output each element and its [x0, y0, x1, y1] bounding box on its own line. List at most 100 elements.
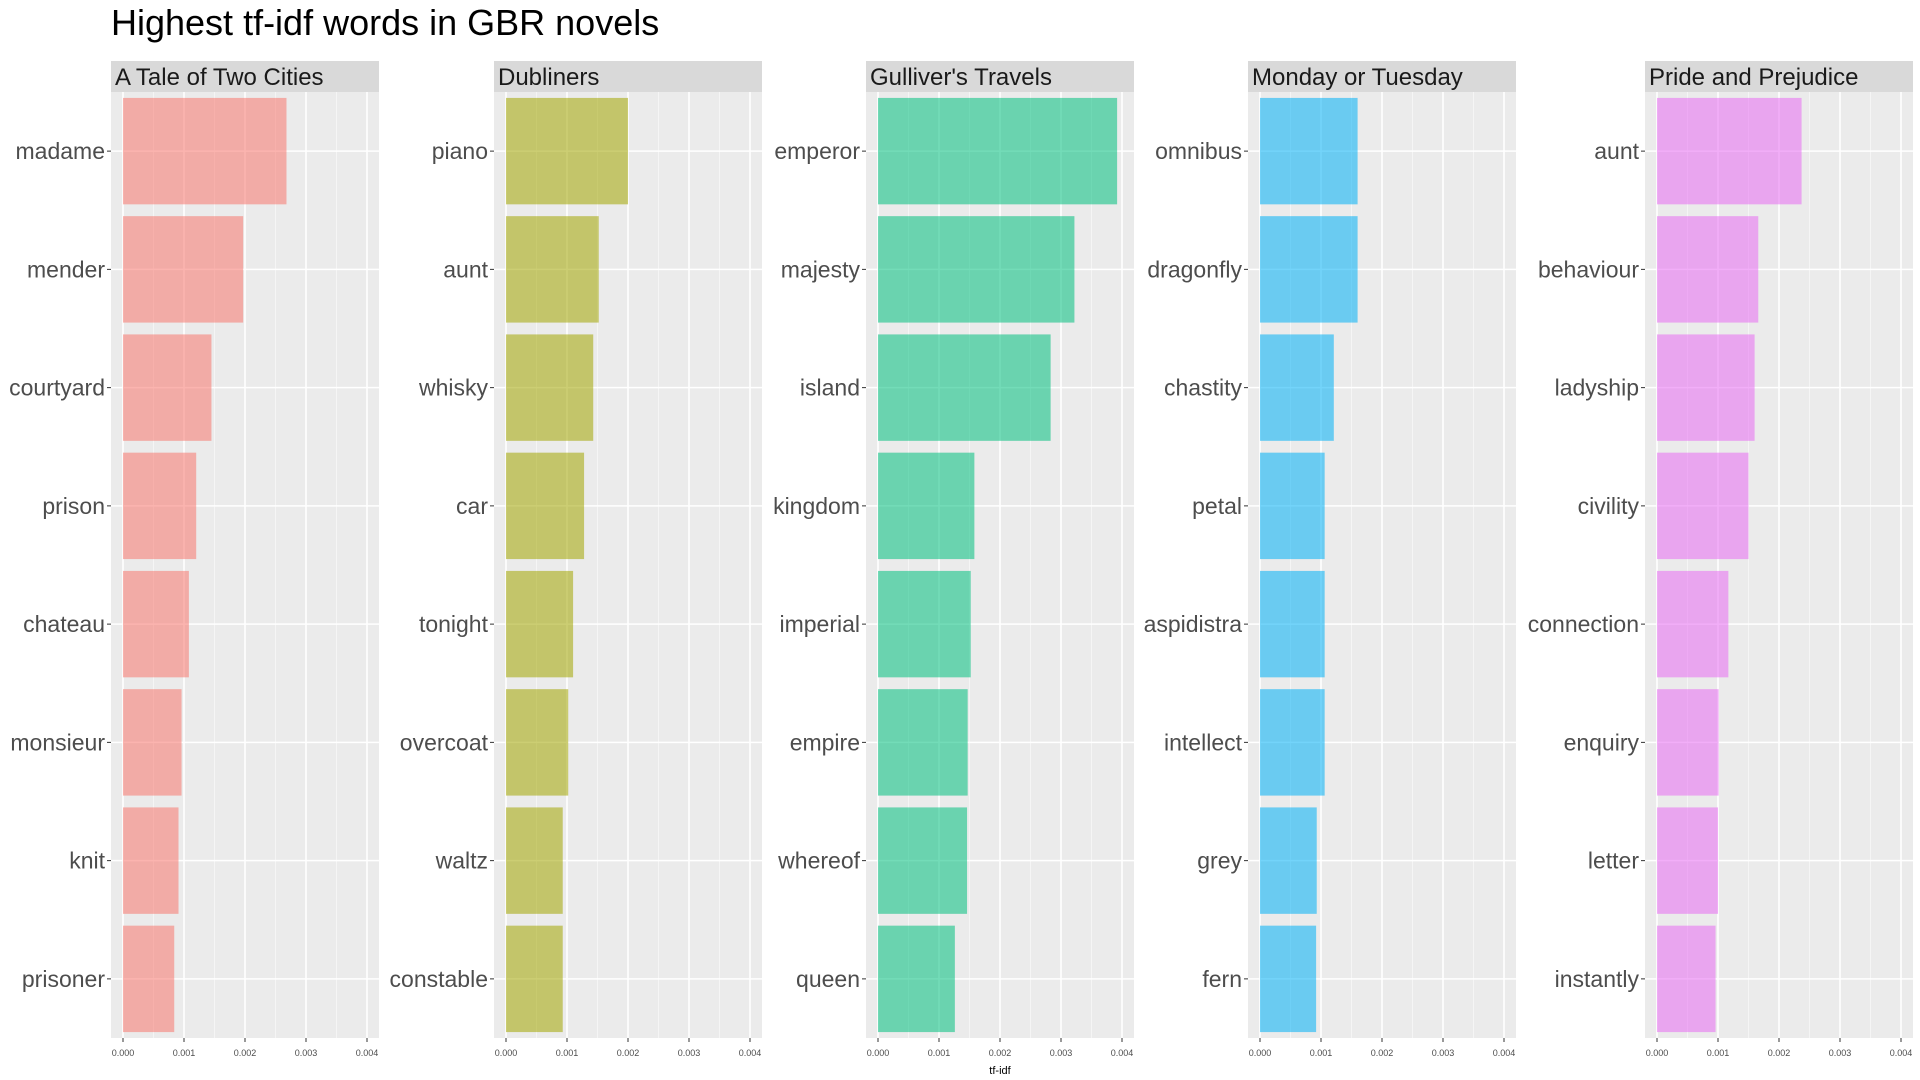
x-tick-label: 0.004	[1890, 1048, 1913, 1058]
category-label: aspidistra	[1144, 611, 1243, 637]
category-label: petal	[1192, 493, 1242, 519]
bar	[506, 807, 563, 914]
category-label: whereof	[777, 848, 860, 874]
category-label: civility	[1578, 493, 1640, 519]
x-tick-label: 0.001	[1707, 1048, 1730, 1058]
x-tick-label: 0.001	[1310, 1048, 1333, 1058]
x-tick-label: 0.002	[234, 1048, 257, 1058]
x-tick-label: 0.002	[617, 1048, 640, 1058]
x-tick-label: 0.003	[678, 1048, 701, 1058]
bar	[878, 925, 955, 1033]
bar	[1260, 570, 1325, 678]
x-tick-label: 0.004	[739, 1048, 762, 1058]
bar	[1260, 452, 1325, 560]
x-tick-label: 0.003	[1829, 1048, 1852, 1058]
category-label: constable	[390, 966, 488, 992]
category-label: mender	[27, 256, 105, 282]
category-label: monsieur	[10, 729, 105, 755]
bar	[123, 334, 212, 441]
x-tick-label: 0.004	[1111, 1048, 1134, 1058]
bar	[1657, 452, 1749, 560]
category-label: grey	[1197, 848, 1242, 874]
facet-label: Monday or Tuesday	[1252, 64, 1463, 91]
bar	[1657, 570, 1729, 678]
facet-strip	[111, 61, 379, 92]
category-label: chateau	[23, 611, 105, 637]
bar	[1657, 216, 1759, 323]
bar	[123, 807, 179, 914]
bar	[1260, 807, 1317, 914]
bar	[506, 452, 585, 560]
category-label: empire	[790, 729, 860, 755]
facet-label: Pride and Prejudice	[1649, 64, 1858, 91]
bar	[878, 689, 968, 796]
x-tick-label: 0.002	[989, 1048, 1012, 1058]
category-label: car	[456, 493, 488, 519]
category-label: instantly	[1555, 966, 1640, 992]
x-tick-label: 0.000	[112, 1048, 135, 1058]
facet-strip	[1248, 61, 1516, 92]
bar	[1657, 97, 1802, 205]
category-label: madame	[16, 138, 105, 164]
bar	[1260, 216, 1358, 323]
bar	[506, 925, 563, 1033]
category-label: intellect	[1164, 729, 1243, 755]
x-tick-label: 0.000	[867, 1048, 890, 1058]
x-tick-label: 0.000	[495, 1048, 518, 1058]
bar	[506, 570, 574, 678]
x-axis-label: tf-idf	[989, 1065, 1011, 1077]
bar	[1657, 334, 1755, 441]
category-label: kingdom	[773, 493, 860, 519]
bar	[1657, 925, 1716, 1033]
bar	[123, 216, 244, 323]
bar	[123, 97, 287, 205]
category-label: aunt	[1594, 138, 1639, 164]
category-label: ladyship	[1555, 375, 1639, 401]
x-tick-label: 0.001	[928, 1048, 951, 1058]
bar	[878, 334, 1051, 441]
x-tick-label: 0.001	[173, 1048, 196, 1058]
facet-label: Dubliners	[498, 64, 599, 91]
bar	[1260, 689, 1325, 796]
x-tick-label: 0.003	[1050, 1048, 1073, 1058]
x-tick-label: 0.003	[295, 1048, 318, 1058]
category-label: majesty	[781, 256, 861, 282]
bar	[878, 570, 971, 678]
category-label: queen	[796, 966, 860, 992]
x-tick-label: 0.004	[1493, 1048, 1516, 1058]
bar	[123, 925, 175, 1033]
bar	[123, 452, 197, 560]
bar	[123, 570, 189, 678]
category-label: whisky	[418, 375, 489, 401]
bar	[506, 334, 594, 441]
bar	[1260, 925, 1317, 1033]
category-label: omnibus	[1155, 138, 1242, 164]
facet-strip	[1645, 61, 1913, 92]
category-label: fern	[1202, 966, 1242, 992]
x-tick-label: 0.001	[556, 1048, 579, 1058]
bar	[506, 689, 569, 796]
facet-label: Gulliver's Travels	[870, 64, 1052, 91]
bar	[878, 807, 968, 914]
bar	[878, 97, 1118, 205]
category-label: tonight	[419, 611, 489, 637]
x-tick-label: 0.002	[1371, 1048, 1394, 1058]
facet-strip	[494, 61, 762, 92]
category-label: chastity	[1164, 375, 1242, 401]
x-tick-label: 0.000	[1249, 1048, 1272, 1058]
facet-strip	[866, 61, 1134, 92]
x-tick-label: 0.004	[356, 1048, 379, 1058]
bar	[878, 216, 1075, 323]
facet-label: A Tale of Two Cities	[115, 64, 324, 91]
x-tick-label: 0.002	[1768, 1048, 1791, 1058]
category-label: connection	[1528, 611, 1639, 637]
category-label: letter	[1588, 848, 1639, 874]
category-label: prisoner	[22, 966, 105, 992]
category-label: imperial	[779, 611, 860, 637]
x-tick-label: 0.000	[1646, 1048, 1669, 1058]
category-label: behaviour	[1538, 256, 1639, 282]
bar	[878, 452, 975, 560]
bar	[123, 689, 182, 796]
bar	[1657, 689, 1719, 796]
category-label: aunt	[443, 256, 488, 282]
